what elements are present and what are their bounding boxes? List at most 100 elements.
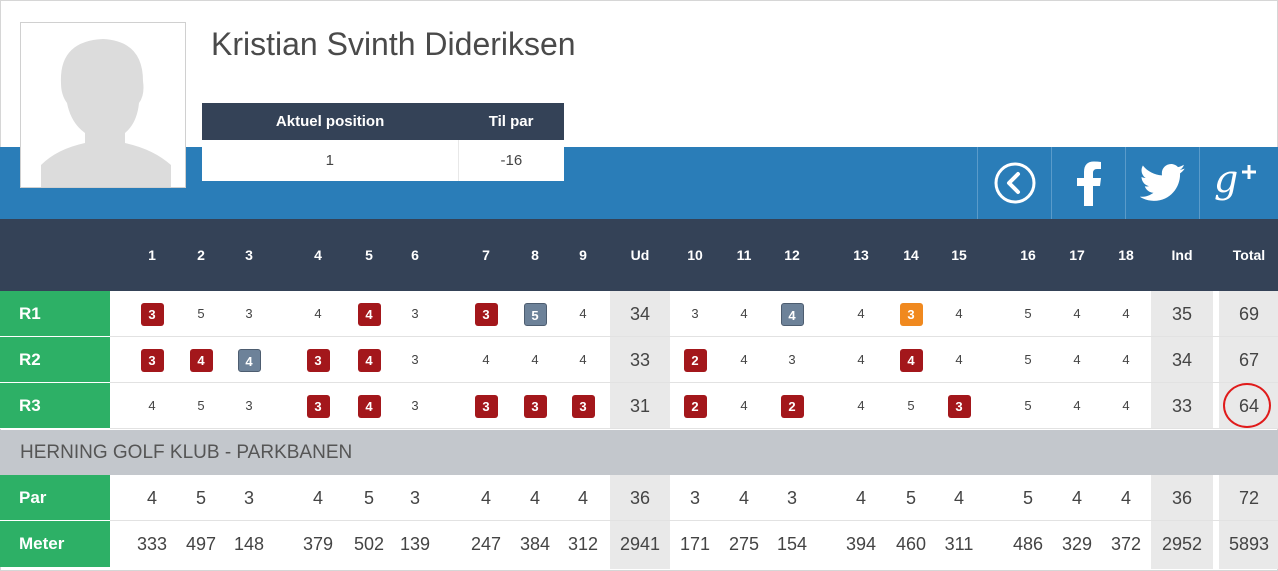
position-header: Aktuel position: [202, 103, 459, 140]
hole-header: 18: [1118, 247, 1134, 263]
score-cell: 4: [1122, 398, 1130, 413]
score-cell: 3: [245, 398, 253, 413]
par-cell: 4: [738, 488, 749, 508]
google-plus-icon: g: [1214, 160, 1256, 201]
score-cell: 4: [1073, 306, 1081, 321]
hole-header: 6: [411, 247, 419, 263]
par-cell: 4: [312, 488, 323, 508]
score-cell: 3: [411, 398, 419, 413]
score-cell: 3: [298, 337, 338, 383]
score-cell: 4: [857, 398, 865, 413]
par-cell: 4: [1071, 488, 1082, 508]
par-cell: 72: [1238, 488, 1260, 508]
hole-header-bar: [0, 219, 1278, 291]
meter-cell: 502: [353, 534, 385, 554]
score-badge-birdie: 3: [571, 395, 595, 419]
score-cell: 4: [579, 306, 587, 321]
score-cell: 3: [466, 383, 506, 429]
meter-cell: 148: [233, 534, 265, 554]
score-cell: 4: [1122, 306, 1130, 321]
score-cell: 4: [1073, 352, 1081, 367]
par-cell: 4: [480, 488, 491, 508]
score-cell: 4: [1122, 352, 1130, 367]
row-divider: [110, 336, 1278, 337]
meter-cell: 2952: [1161, 534, 1203, 554]
score-badge-eagle: 3: [899, 303, 923, 327]
social-buttons: g: [977, 147, 1274, 219]
google-plus-button[interactable]: g: [1199, 147, 1274, 219]
total-column-shade-bottom-20: [1219, 475, 1278, 569]
hole-header: 17: [1069, 247, 1085, 263]
hole-header: 2: [197, 247, 205, 263]
meter-cell: 372: [1110, 534, 1142, 554]
score-cell: 35: [1171, 304, 1193, 324]
meter-cell: 311: [944, 534, 974, 554]
score-cell: 4: [349, 383, 389, 429]
meter-cell: 394: [845, 534, 877, 554]
par-cell: 36: [629, 488, 651, 508]
score-cell: 4: [740, 352, 748, 367]
meter-cell: 497: [185, 534, 217, 554]
score-badge-birdie: 4: [357, 303, 381, 327]
hole-header: 3: [245, 247, 253, 263]
par-cell: 3: [689, 488, 700, 508]
score-cell: 4: [1073, 398, 1081, 413]
meter-cell: 384: [519, 534, 551, 554]
score-badge-birdie: 2: [683, 349, 707, 373]
round-label: R3: [0, 383, 110, 429]
back-icon: [994, 162, 1035, 204]
avatar-silhouette-icon: [21, 23, 185, 187]
score-cell: 4: [955, 306, 963, 321]
to-par-header: Til par: [458, 103, 564, 140]
meter-cell: 139: [399, 534, 431, 554]
score-cell: 5: [197, 306, 205, 321]
hole-header: 11: [736, 247, 752, 263]
score-cell: 5: [1024, 352, 1032, 367]
par-cell: 4: [577, 488, 588, 508]
to-par-value: -16: [457, 140, 564, 181]
hole-header: 13: [853, 247, 869, 263]
meter-cell: 460: [895, 534, 927, 554]
row-divider: [110, 428, 1278, 429]
par-cell: 3: [409, 488, 420, 508]
score-cell: 4: [857, 352, 865, 367]
svg-text:g: g: [1214, 160, 1238, 201]
score-cell: 3: [788, 352, 796, 367]
score-badge-bogey: 5: [523, 303, 547, 327]
total-column-shade-bottom-19: [1151, 475, 1213, 569]
score-cell: 4: [349, 291, 389, 337]
back-button[interactable]: [977, 147, 1051, 219]
score-badge-bogey: 4: [780, 303, 804, 327]
player-avatar: [20, 22, 186, 188]
score-cell: 4: [857, 306, 865, 321]
score-cell: 3: [466, 291, 506, 337]
score-badge-birdie: 3: [474, 395, 498, 419]
meter-cell: 486: [1012, 534, 1044, 554]
round-label: R2: [0, 337, 110, 383]
par-cell: 5: [363, 488, 374, 508]
par-cell: 4: [953, 488, 964, 508]
total-column-shade-bottom-9: [610, 475, 670, 569]
par-cell: 4: [146, 488, 157, 508]
score-badge-birdie: 3: [140, 303, 164, 327]
score-cell: 2: [675, 383, 715, 429]
meter-cell: 333: [136, 534, 168, 554]
score-cell: 33: [629, 350, 651, 370]
score-cell: 5: [197, 398, 205, 413]
score-cell: 4: [891, 337, 931, 383]
twitter-button[interactable]: [1125, 147, 1199, 219]
facebook-button[interactable]: [1051, 147, 1125, 219]
score-badge-birdie: 2: [780, 395, 804, 419]
par-cell: 4: [529, 488, 540, 508]
meter-cell: 2941: [619, 534, 661, 554]
par-cell: 36: [1171, 488, 1193, 508]
par-cell: 5: [905, 488, 916, 508]
score-cell: 3: [691, 306, 699, 321]
meter-cell: 5893: [1228, 534, 1270, 554]
hole-header: 10: [687, 247, 703, 263]
player-name: Kristian Svinth Dideriksen: [211, 26, 576, 62]
hole-header: 7: [482, 247, 490, 263]
score-cell: 5: [1024, 398, 1032, 413]
par-cell: 3: [243, 488, 254, 508]
par-cell: 5: [195, 488, 206, 508]
